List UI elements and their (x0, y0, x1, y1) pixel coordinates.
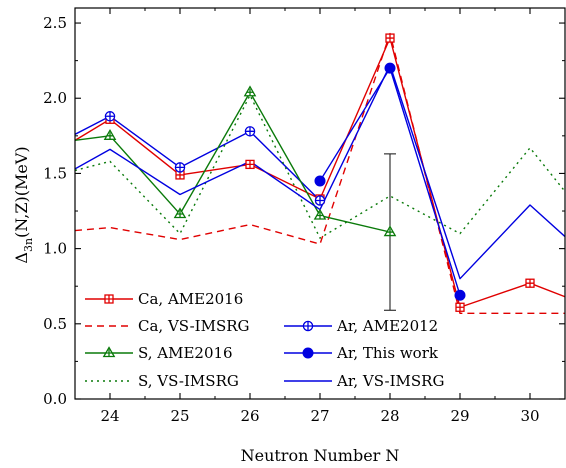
y-tick-label: 2.5 (43, 14, 67, 32)
x-tick-label: 29 (450, 407, 469, 425)
legend-label: Ar, AME2012 (336, 317, 438, 335)
x-tick-label: 28 (380, 407, 399, 425)
series-line-3 (75, 91, 391, 233)
marker-layer (103, 33, 535, 312)
data-point-0-3 (245, 159, 255, 170)
x-axis-title: Neutron Number N (241, 446, 400, 465)
data-point-4-0 (314, 175, 326, 187)
legend-item-4: Ar, This work (284, 344, 439, 362)
legend-item-2: Ar, AME2012 (284, 317, 438, 335)
data-point-4-1 (384, 62, 396, 74)
data-point-3-5 (383, 225, 397, 237)
y-axis-title-main: Δ (12, 252, 31, 264)
data-point-2-1 (104, 111, 116, 122)
data-point-4-2 (454, 289, 466, 301)
data-point-3-3 (243, 85, 257, 97)
legend-item-1: Ca, VS-IMSRG (85, 317, 250, 335)
series-line-5 (75, 94, 565, 239)
x-tick-label: 25 (170, 407, 189, 425)
tick-layer: 24 25 26 27 28 29 30 0.0 0.5 1.0 1.5 2.0 2.5 (43, 8, 566, 425)
y-tick-label: 2.0 (43, 89, 67, 107)
legend-marker (302, 320, 314, 332)
legend-label: Ca, AME2016 (138, 290, 243, 308)
y-axis-title-sub: 3n (22, 238, 35, 252)
y-tick-label: 0.0 (43, 390, 67, 408)
y-tick-label: 1.0 (43, 240, 67, 258)
data-point-0-7 (525, 278, 535, 288)
data-point-2-4 (314, 195, 326, 206)
y-tick-label: 1.5 (43, 164, 67, 182)
data-point-3-2 (173, 207, 187, 219)
y-axis-title-rest: (N,Z)(MeV) (12, 146, 31, 238)
legend-marker (104, 294, 114, 304)
legend-item-3: S, AME2016 (85, 344, 233, 362)
data-point-3-1 (103, 129, 117, 140)
legend-label: Ar, VS-IMSRG (336, 372, 444, 390)
series-line-1 (75, 32, 565, 314)
series-line-6 (75, 64, 565, 280)
legend-label: S, VS-IMSRG (138, 372, 239, 390)
x-tick-label: 26 (240, 407, 259, 425)
legend: Ca, AME2016 Ca, VS-IMSRG Ar, AME2012 S, AME… (85, 290, 444, 390)
legend-marker (302, 347, 314, 359)
legend-item-5: S, VS-IMSRG (85, 372, 239, 390)
legend-label: Ar, This work (336, 344, 439, 362)
y-tick-label: 0.5 (43, 315, 67, 333)
series-layer (75, 32, 565, 314)
legend-marker (102, 346, 116, 358)
data-point-2-3 (244, 126, 256, 137)
data-point-0-5 (385, 33, 395, 43)
legend-item-6: Ar, VS-IMSRG (284, 372, 444, 390)
x-tick-label: 24 (100, 407, 119, 425)
data-point-2-2 (174, 162, 186, 173)
series-line-2 (75, 115, 321, 201)
legend-item-0: Ca, AME2016 (85, 290, 243, 308)
data-point-3-4 (313, 208, 327, 220)
x-tick-label: 30 (520, 407, 539, 425)
legend-label: S, AME2016 (138, 344, 233, 362)
data-point-0-6 (455, 302, 465, 312)
legend-label: Ca, VS-IMSRG (138, 317, 250, 335)
series-line-0 (75, 37, 565, 308)
y-axis-title: Δ3n(N,Z)(MeV) (12, 146, 35, 263)
x-tick-label: 27 (310, 407, 329, 425)
